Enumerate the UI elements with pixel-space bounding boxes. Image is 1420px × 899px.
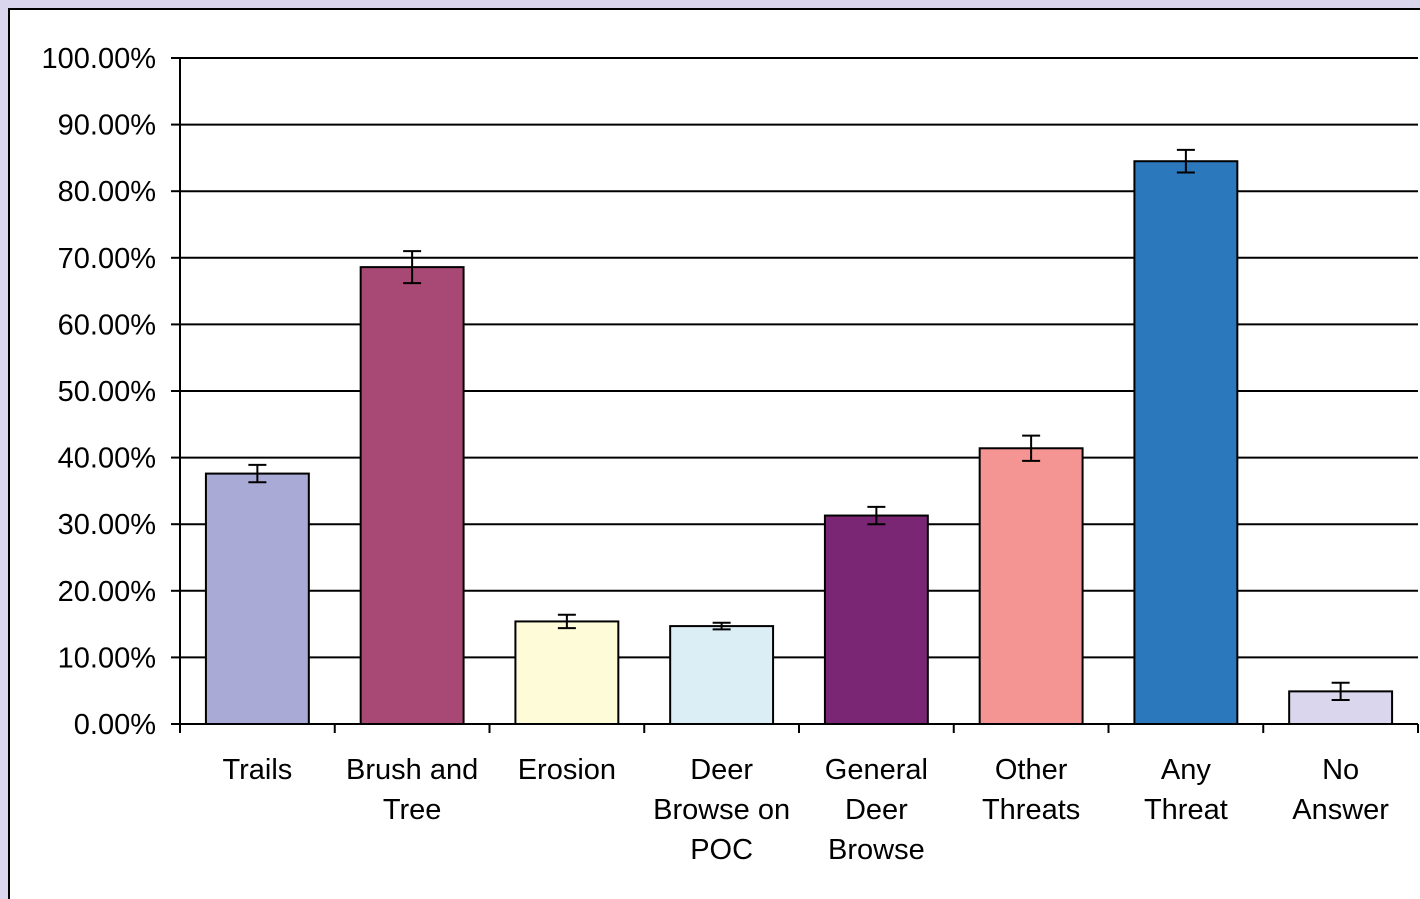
category-label: Deer Browse on POC [653,754,790,866]
bar [823,514,929,725]
category-label: General Deer Browse [825,754,928,866]
category-label-line: Deer [845,794,908,826]
category-label-line: Threat [1144,794,1228,826]
y-tick-label: 60.00% [58,309,156,341]
category-label-line: Other [995,754,1068,786]
y-tick-label: 30.00% [58,509,156,541]
bar [669,625,775,726]
category-label-line: Answer [1292,794,1389,826]
category-label-line: Erosion [518,754,616,786]
y-tick-label: 40.00% [58,443,156,475]
category-label: No Answer [1292,754,1389,826]
category-label-line: Browse [828,834,925,866]
y-tick-label: 90.00% [58,110,156,142]
category-label: Trails [222,754,292,786]
y-tick-label: 80.00% [58,176,156,208]
category-label-line: Any [1161,754,1211,786]
bar [514,620,620,725]
category-label-line: No [1322,754,1359,786]
error-bars [248,148,1350,702]
category-label: Erosion [518,754,616,786]
category-label-line: Deer [690,754,753,786]
bar [978,447,1084,725]
category-label-line: Browse on [653,794,790,826]
y-tick-labels: 0.00% 10.00% 20.00% 30.00% 40.00% 50.00% 60.00… [42,43,157,741]
y-tick-label: 20.00% [58,576,156,608]
y-tick-label: 100.00% [42,43,157,75]
bar [1133,160,1239,726]
category-label-line: Trails [222,754,292,786]
y-tick-label: 70.00% [58,243,156,275]
category-label-line: Tree [383,794,442,826]
category-label: Brush and Tree [346,754,478,826]
category-label: Any Threat [1144,754,1228,826]
bar [204,472,310,726]
y-tick-label: 0.00% [74,709,156,741]
x-category-labels: Trails Brush and Tree Erosion Deer Browse on P… [222,754,1389,866]
category-label-line: POC [690,834,753,866]
bar [359,266,465,725]
y-tick-label: 10.00% [58,642,156,674]
bars [204,160,1394,726]
y-tick-label: 50.00% [58,376,156,408]
category-label-line: General [825,754,928,786]
category-label-line: Brush and [346,754,478,786]
category-label: Other Threats [982,754,1080,826]
category-label-line: Threats [982,794,1080,826]
